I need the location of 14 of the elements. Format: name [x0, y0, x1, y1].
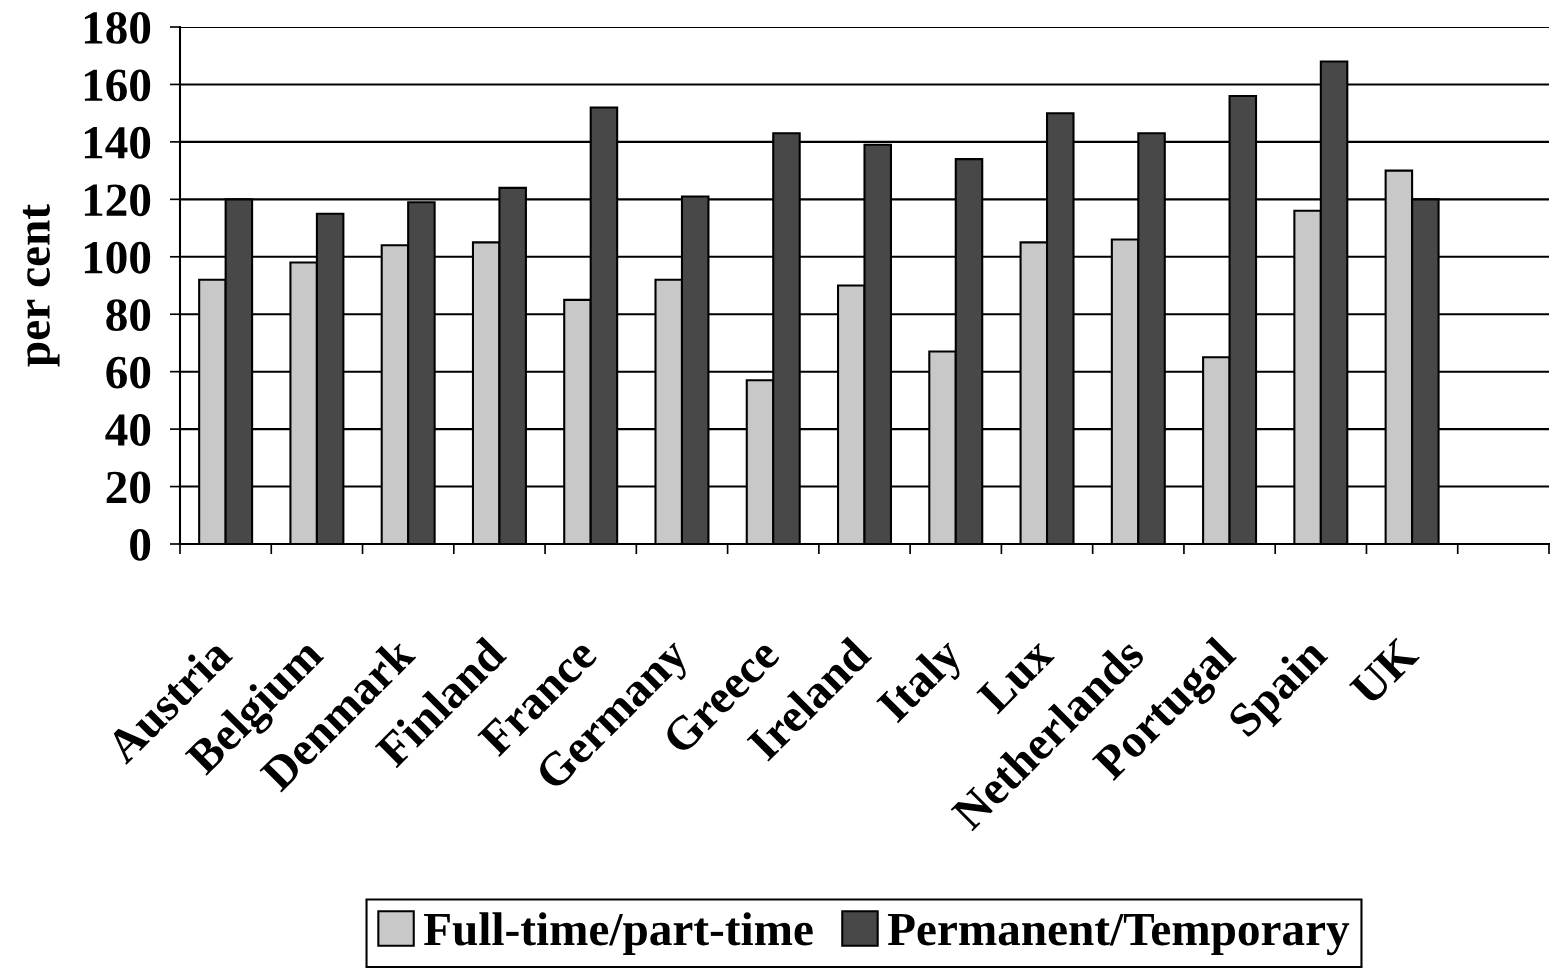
- y-tick-label: 40: [105, 414, 151, 446]
- y-tick-label: 140: [84, 126, 151, 159]
- legend-label: Full-time/part-time: [424, 912, 813, 956]
- y-tick-label: 120: [84, 184, 151, 217]
- y-tick-label: 180: [84, 11, 151, 44]
- y-tick-label: 160: [84, 69, 151, 102]
- y-tick-label: 20: [106, 471, 151, 504]
- y-tick-label: 0: [130, 528, 151, 561]
- y-axis-title: per cent: [22, 204, 60, 367]
- legend-label: Permanent/Temporary: [887, 913, 1350, 956]
- x-tick-label: UK: [1349, 635, 1421, 708]
- y-tick-label: 100: [84, 241, 151, 274]
- y-tick-label: 60: [106, 356, 151, 389]
- y-tick-label: 80: [106, 299, 151, 332]
